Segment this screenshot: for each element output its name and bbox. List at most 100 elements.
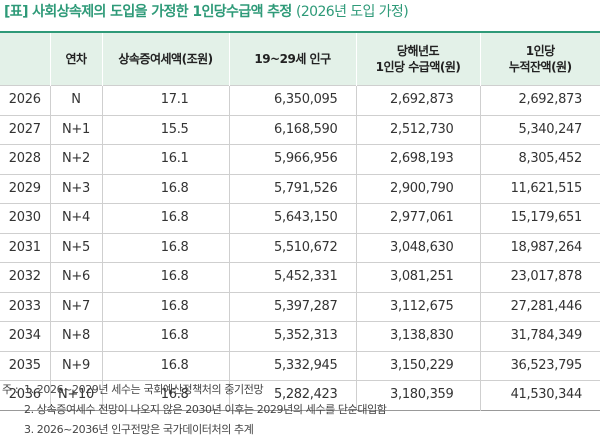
cell-term: N	[49, 85, 102, 115]
table-title-main: [표] 사회상속제의 도입을 가정한 1인당수급액 추정	[4, 4, 292, 20]
cell-cumulative: 23,017,878	[479, 262, 600, 292]
cell-cumulative: 5,340,247	[479, 114, 600, 145]
header-cumulative-line1: 1인당	[525, 44, 555, 58]
cell-year: 2029	[0, 173, 50, 204]
header-per-capita-line1: 당해년도	[396, 44, 440, 58]
table-row: 2036 N+10 16.8 5,282,423 3,180,359 41,53…	[0, 380, 600, 410]
cell-population: 5,452,331	[228, 262, 356, 292]
cell-per-capita: 2,698,193	[355, 144, 480, 174]
table-title-sub: (2026년 도입 가정)	[296, 4, 409, 20]
estimate-table: 연차 상속증여세액(조원) 19~29세 인구 당해년도 1인당 수급액(원) …	[0, 31, 600, 411]
header-per-capita-line2: 1인당 수급액(원)	[375, 60, 461, 74]
table-row: 2035 N+9 16.8 5,332,945 3,150,229 36,523…	[0, 350, 600, 381]
cell-per-capita: 3,180,359	[355, 380, 480, 410]
cell-tax: 16.8	[101, 321, 229, 351]
note-item: 2. 상속증여세수 전망이 나오지 않은 2030년 이후는 2029년의 세수…	[2, 400, 387, 420]
cell-per-capita: 3,081,251	[355, 262, 480, 292]
table-row: 2034 N+8 16.8 5,352,313 3,138,830 31,784…	[0, 321, 600, 351]
cell-cumulative: 11,621,515	[479, 173, 600, 204]
cell-term: N+6	[49, 262, 102, 292]
cell-population: 5,282,423	[228, 380, 356, 410]
table-notes: 주 : 1. 2026~2029년 세수는 국회예산정책처의 중기전망 2. 상속…	[2, 380, 387, 440]
header-term: 연차	[49, 32, 102, 86]
cell-cumulative: 18,987,264	[479, 232, 600, 263]
header-cumulative: 1인당 누적잔액(원)	[479, 32, 600, 86]
cell-tax: 16.8	[101, 350, 229, 381]
cell-year: 2034	[0, 321, 50, 351]
note-item: 주 : 1. 2026~2029년 세수는 국회예산정책처의 중기전망	[2, 380, 387, 400]
cell-term: N+8	[49, 321, 102, 351]
cell-tax: 16.8	[101, 173, 229, 204]
cell-year: 2032	[0, 262, 50, 292]
cell-year: 2028	[0, 144, 50, 174]
cell-term: N+10	[49, 380, 102, 410]
cell-tax: 16.8	[101, 291, 229, 322]
table-row: 2033 N+7 16.8 5,397,287 3,112,675 27,281…	[0, 291, 600, 322]
cell-population: 5,332,945	[228, 350, 356, 381]
note-item: 3. 2026~2036년 인구전망은 국가데이터처의 추계	[2, 420, 387, 440]
table-row: 2032 N+6 16.8 5,452,331 3,081,251 23,017…	[0, 262, 600, 292]
cell-year: 2027	[0, 114, 50, 145]
cell-tax: 16.1	[101, 144, 229, 174]
cell-term: N+1	[49, 114, 102, 145]
cell-term: N+3	[49, 173, 102, 204]
cell-term: N+5	[49, 232, 102, 263]
cell-term: N+2	[49, 144, 102, 174]
cell-tax: 16.8	[101, 203, 229, 233]
cell-term: N+7	[49, 291, 102, 322]
cell-population: 5,352,313	[228, 321, 356, 351]
table-row: 2031 N+5 16.8 5,510,672 3,048,630 18,987…	[0, 232, 600, 263]
table-title: [표] 사회상속제의 도입을 가정한 1인당수급액 추정 (2026년 도입 가…	[4, 2, 409, 22]
header-year	[0, 32, 50, 86]
cell-per-capita: 3,150,229	[355, 350, 480, 381]
cell-cumulative: 41,530,344	[479, 380, 600, 410]
cell-year: 2035	[0, 350, 50, 381]
cell-per-capita: 3,138,830	[355, 321, 480, 351]
cell-population: 5,397,287	[228, 291, 356, 322]
table-row: 2030 N+4 16.8 5,643,150 2,977,061 15,179…	[0, 203, 600, 233]
cell-year: 2030	[0, 203, 50, 233]
cell-cumulative: 8,305,452	[479, 144, 600, 174]
cell-term: N+9	[49, 350, 102, 381]
cell-year: 2036	[0, 380, 50, 410]
cell-tax: 16.8	[101, 232, 229, 263]
cell-per-capita: 3,112,675	[355, 291, 480, 322]
cell-population: 5,643,150	[228, 203, 356, 233]
header-tax: 상속증여세액(조원)	[101, 32, 229, 86]
note-text: 2. 상속증여세수 전망이 나오지 않은 2030년 이후는 2029년의 세수…	[24, 403, 387, 416]
cell-year: 2031	[0, 232, 50, 263]
cell-year: 2026	[0, 85, 50, 115]
cell-year: 2033	[0, 291, 50, 322]
cell-cumulative: 27,281,446	[479, 291, 600, 322]
table-row: 2026 N 17.1 6,350,095 2,692,873 2,692,87…	[0, 85, 600, 115]
cell-population: 5,791,526	[228, 173, 356, 204]
notes-prefix: 주 :	[2, 383, 19, 396]
cell-cumulative: 31,784,349	[479, 321, 600, 351]
header-population: 19~29세 인구	[228, 32, 356, 86]
cell-per-capita: 2,512,730	[355, 114, 480, 145]
header-cumulative-line2: 누적잔액(원)	[508, 60, 572, 74]
cell-per-capita: 2,977,061	[355, 203, 480, 233]
cell-per-capita: 2,900,790	[355, 173, 480, 204]
cell-cumulative: 36,523,795	[479, 350, 600, 381]
cell-tax: 17.1	[101, 85, 229, 115]
cell-population: 6,350,095	[228, 85, 356, 115]
cell-population: 5,966,956	[228, 144, 356, 174]
table-row: 2027 N+1 15.5 6,168,590 2,512,730 5,340,…	[0, 114, 600, 145]
table-row: 2028 N+2 16.1 5,966,956 2,698,193 8,305,…	[0, 144, 600, 174]
cell-tax: 16.8	[101, 262, 229, 292]
table-header-row: 연차 상속증여세액(조원) 19~29세 인구 당해년도 1인당 수급액(원) …	[0, 32, 600, 86]
note-text: 3. 2026~2036년 인구전망은 국가데이터처의 추계	[24, 423, 254, 436]
table-row: 2029 N+3 16.8 5,791,526 2,900,790 11,621…	[0, 173, 600, 204]
cell-cumulative: 15,179,651	[479, 203, 600, 233]
header-per-capita: 당해년도 1인당 수급액(원)	[355, 32, 480, 86]
note-text: 1. 2026~2029년 세수는 국회예산정책처의 중기전망	[24, 383, 264, 396]
cell-tax: 16.8	[101, 380, 229, 410]
cell-cumulative: 2,692,873	[479, 85, 600, 115]
cell-population: 6,168,590	[228, 114, 356, 145]
cell-per-capita: 3,048,630	[355, 232, 480, 263]
cell-population: 5,510,672	[228, 232, 356, 263]
cell-per-capita: 2,692,873	[355, 85, 480, 115]
cell-term: N+4	[49, 203, 102, 233]
cell-tax: 15.5	[101, 114, 229, 145]
